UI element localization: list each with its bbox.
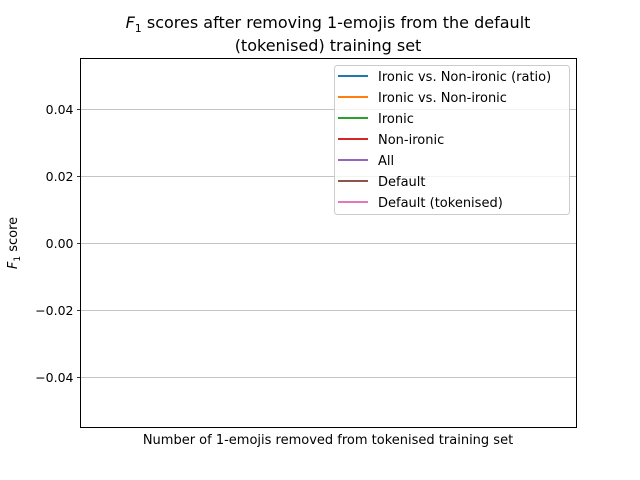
legend-label: Ironic vs. Non-ironic (ratio): [378, 70, 551, 85]
y-tick-label: 0.04: [46, 102, 74, 117]
y-tick-label: 0.00: [46, 236, 74, 251]
legend-label: Non-ironic: [378, 133, 444, 148]
y-axis-label: F1 score: [6, 217, 23, 269]
legend-label: Ironic vs. Non-ironic: [378, 91, 507, 106]
plot-frame: [80, 58, 577, 428]
chart-title-line1: F1 scores after removing 1-emojis from t…: [126, 13, 531, 35]
y-tick-label: −0.04: [35, 370, 73, 385]
legend-label: All: [378, 154, 394, 169]
legend-label: Ironic: [378, 112, 414, 127]
y-axis-ticks: −0.04 −0.02 0.00 0.02 0.04: [35, 102, 81, 385]
y-tick-label: −0.02: [35, 303, 73, 318]
legend: Ironic vs. Non-ironic (ratio) Ironic vs. …: [334, 65, 570, 215]
grid-lines: [80, 109, 577, 378]
chart-title-line2: (tokenised) training set: [235, 36, 422, 55]
legend-label: Default (tokenised): [378, 196, 503, 211]
x-axis-label: Number of 1-emojis removed from tokenise…: [143, 433, 513, 448]
legend-label: Default: [378, 175, 426, 190]
y-tick-label: 0.02: [46, 169, 74, 184]
legend-box: [334, 65, 570, 215]
